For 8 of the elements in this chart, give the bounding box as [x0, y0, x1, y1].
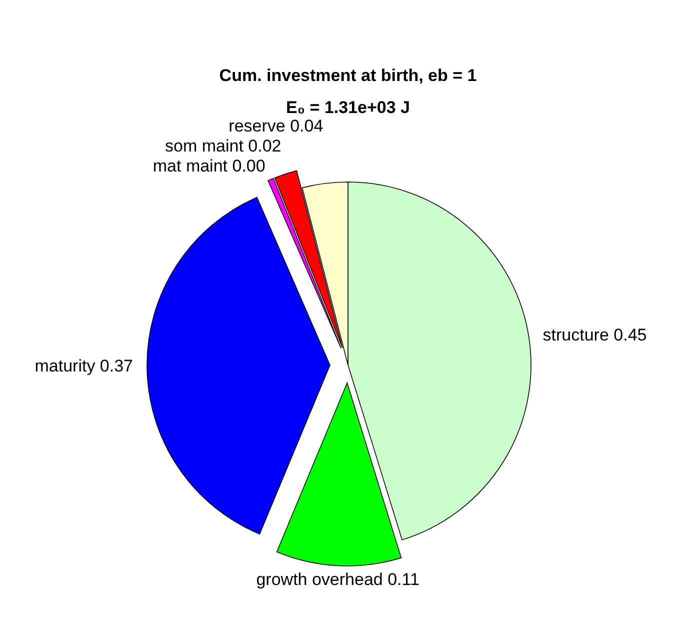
slice-label: mat maint 0.00	[152, 156, 266, 176]
slice-label: som maint 0.02	[165, 136, 282, 156]
chart-title: Cum. investment at birth, eb = 1	[219, 66, 477, 85]
slice-label: growth overhead 0.11	[256, 570, 420, 589]
chart-subtitle: E₀ = 1.31e+03 J	[286, 98, 410, 117]
slice-label: reserve 0.04	[228, 116, 324, 136]
slice-label: maturity 0.37	[34, 356, 134, 376]
slice-label: structure 0.45	[542, 326, 647, 345]
